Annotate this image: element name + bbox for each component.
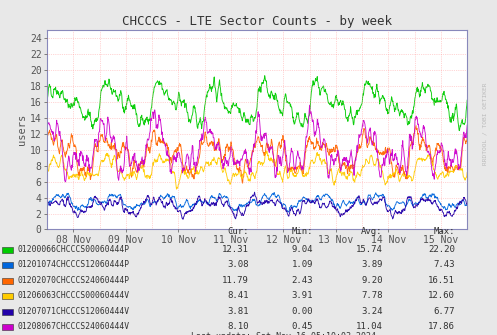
Text: 17.86: 17.86 xyxy=(428,322,455,331)
Text: 01200066CHCCCS00060444P: 01200066CHCCCS00060444P xyxy=(17,245,130,254)
Text: 22.20: 22.20 xyxy=(428,245,455,254)
Text: 11.04: 11.04 xyxy=(356,322,383,331)
Text: 8.41: 8.41 xyxy=(227,291,248,300)
Text: 3.91: 3.91 xyxy=(292,291,313,300)
Text: 9.04: 9.04 xyxy=(292,245,313,254)
Text: 2.43: 2.43 xyxy=(292,276,313,285)
Text: 6.77: 6.77 xyxy=(433,307,455,316)
Text: 01207071CHCCCS12060444V: 01207071CHCCCS12060444V xyxy=(17,307,130,316)
Text: 1.09: 1.09 xyxy=(292,261,313,269)
Text: Max:: Max: xyxy=(433,227,455,236)
Text: 3.08: 3.08 xyxy=(227,261,248,269)
Text: Cur:: Cur: xyxy=(227,227,248,236)
Y-axis label: users: users xyxy=(17,114,27,145)
Text: 11.79: 11.79 xyxy=(222,276,248,285)
Text: 12.60: 12.60 xyxy=(428,291,455,300)
Text: Min:: Min: xyxy=(292,227,313,236)
Text: 0.45: 0.45 xyxy=(292,322,313,331)
Text: 16.51: 16.51 xyxy=(428,276,455,285)
Text: 3.81: 3.81 xyxy=(227,307,248,316)
Text: 7.78: 7.78 xyxy=(361,291,383,300)
Text: 7.43: 7.43 xyxy=(433,261,455,269)
Text: Avg:: Avg: xyxy=(361,227,383,236)
Text: 01202070CHCCCS24060444P: 01202070CHCCCS24060444P xyxy=(17,276,130,285)
Text: 12.31: 12.31 xyxy=(222,245,248,254)
Text: 8.10: 8.10 xyxy=(227,322,248,331)
Title: CHCCCS - LTE Sector Counts - by week: CHCCCS - LTE Sector Counts - by week xyxy=(122,15,392,27)
Text: 0.00: 0.00 xyxy=(292,307,313,316)
Text: 01201074CHCCCS12060444P: 01201074CHCCCS12060444P xyxy=(17,261,130,269)
Text: 01206063CHCCCS00060444V: 01206063CHCCCS00060444V xyxy=(17,291,130,300)
Text: 3.89: 3.89 xyxy=(361,261,383,269)
Text: 15.74: 15.74 xyxy=(356,245,383,254)
Text: RRDTOOL / TOBI OETIKER: RRDTOOL / TOBI OETIKER xyxy=(482,83,487,165)
Text: Last update: Sat Nov 16 05:10:03 2024: Last update: Sat Nov 16 05:10:03 2024 xyxy=(191,332,376,335)
Text: 9.20: 9.20 xyxy=(361,276,383,285)
Text: 3.24: 3.24 xyxy=(361,307,383,316)
Text: 01208067CHCCCS24060444V: 01208067CHCCCS24060444V xyxy=(17,322,130,331)
